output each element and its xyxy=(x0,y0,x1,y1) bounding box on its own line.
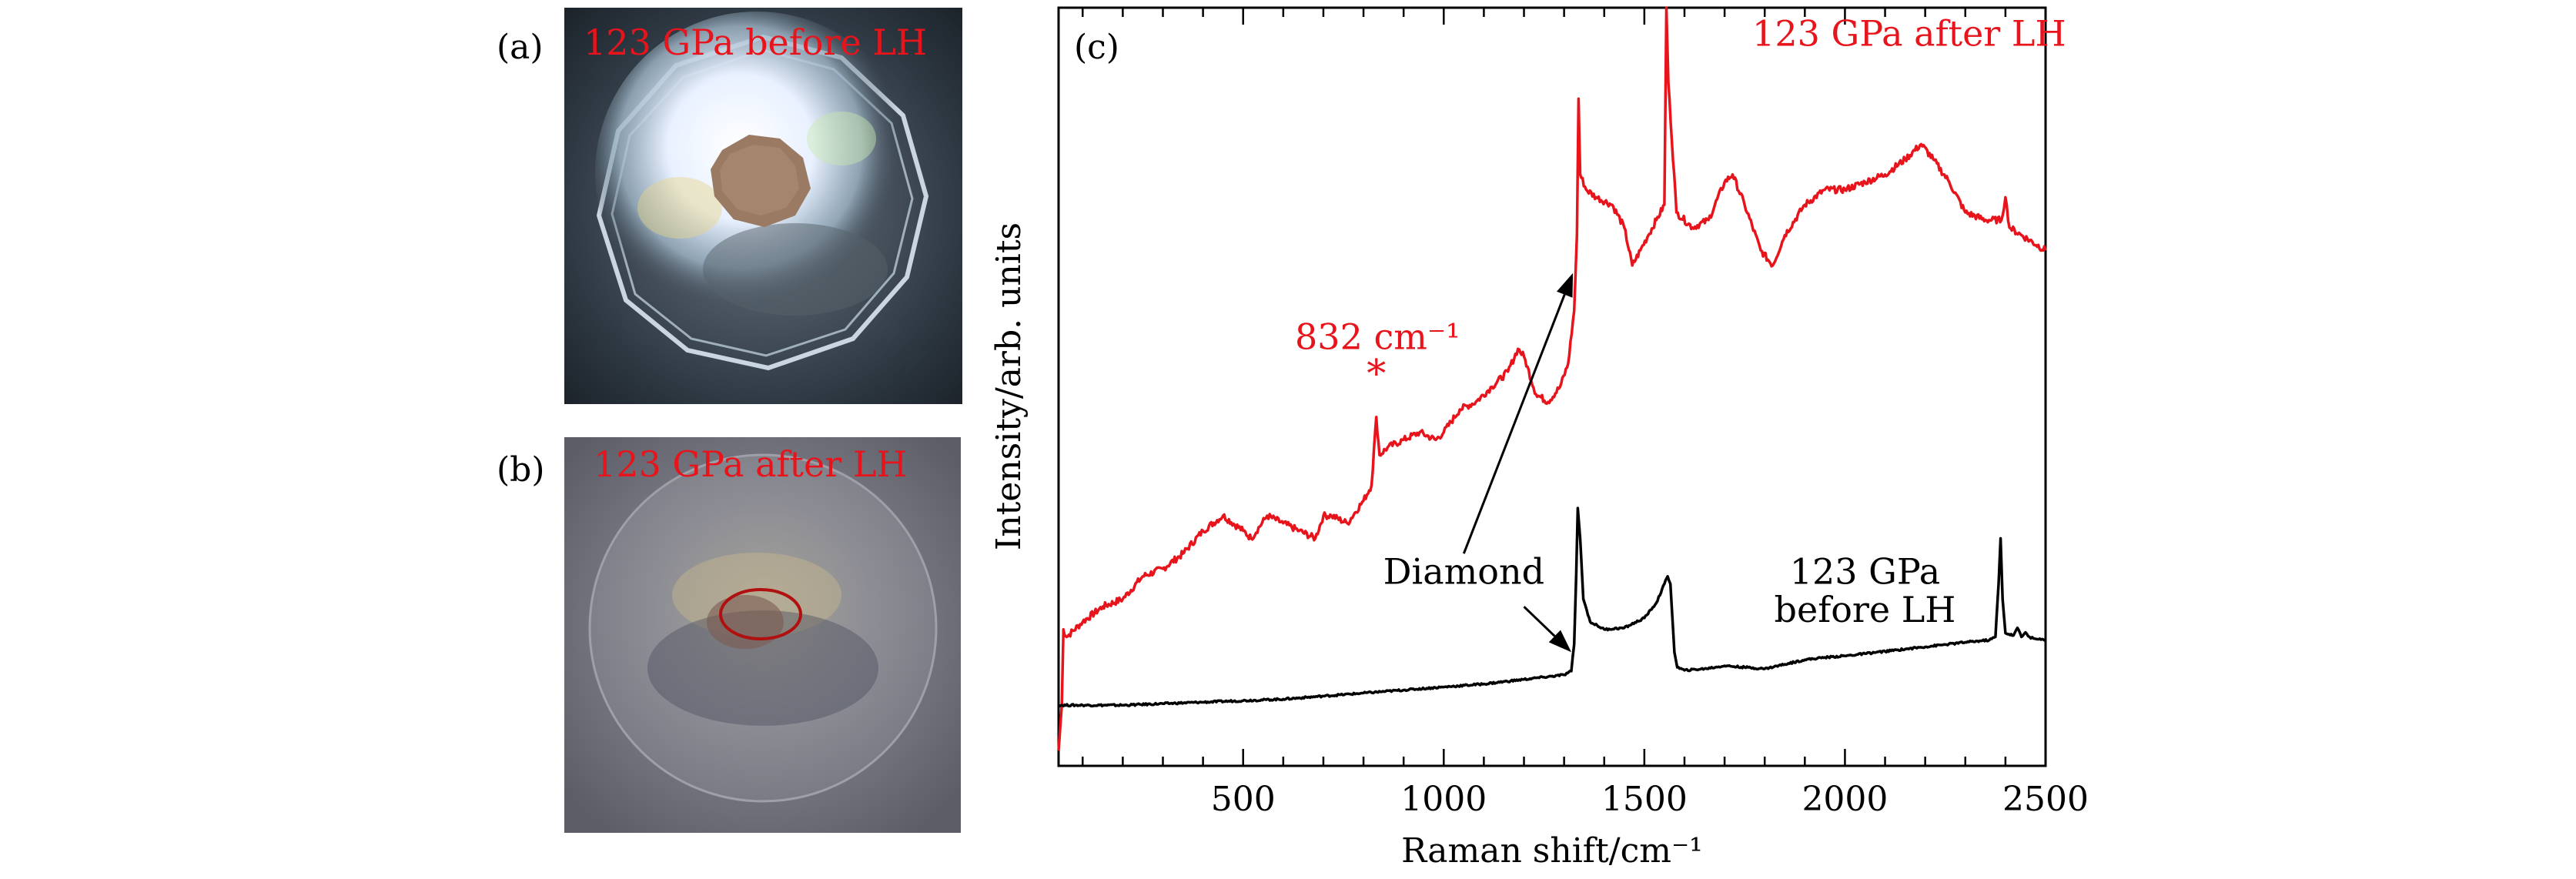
diamond-arrow-head xyxy=(1548,630,1572,653)
x-axis-label: Raman shift/cm⁻¹ xyxy=(1401,831,1703,871)
x-tick-label: 500 xyxy=(1211,780,1276,819)
panel-label-a: (a) xyxy=(497,28,544,67)
chart-annotation: Diamond xyxy=(1383,551,1544,593)
panel-label-c: (c) xyxy=(1074,28,1119,67)
diamond-arrow-shaft xyxy=(1523,606,1556,637)
chart-annotation: * xyxy=(1367,352,1386,396)
diamond-arrow-head xyxy=(1556,272,1574,298)
series-after-lh-line xyxy=(1057,6,2047,751)
chart-annotation: before LH xyxy=(1775,589,1956,630)
photo-a-caption: 123 GPa before LH xyxy=(584,22,927,63)
photo-before-lh xyxy=(564,8,962,404)
annotation-layer: 123 GPa after LH 832 cm⁻¹* Diamond 123 GPab… xyxy=(1295,12,2066,630)
x-tick-label: 2000 xyxy=(1802,780,1888,819)
x-tick-label: 1000 xyxy=(1400,780,1487,819)
x-tick-label: 2500 xyxy=(2002,780,2089,819)
series-layer xyxy=(1057,6,2047,751)
chart-annotation: 123 GPa after LH xyxy=(1752,12,2066,54)
x-tick-label: 1500 xyxy=(1601,780,1688,819)
diamond-arrow-shaft xyxy=(1462,294,1566,554)
photo-after-lh xyxy=(564,437,961,833)
y-axis-label: Intensity/arb. units xyxy=(989,222,1029,550)
x-axis-ticks xyxy=(1082,8,2047,766)
photo-b-caption: 123 GPa after LH xyxy=(594,443,908,485)
chart-annotation: 832 cm⁻¹ xyxy=(1295,316,1460,357)
series-before-lh-line xyxy=(1057,506,2046,708)
arrow-layer xyxy=(1462,272,1574,653)
plot-frame xyxy=(1057,6,2047,767)
panel-label-b: (b) xyxy=(497,450,545,490)
chart-annotation: 123 GPa xyxy=(1790,551,1940,593)
x-axis-tick-labels: 500 1000 1500 2000 2500 xyxy=(1211,780,2089,819)
